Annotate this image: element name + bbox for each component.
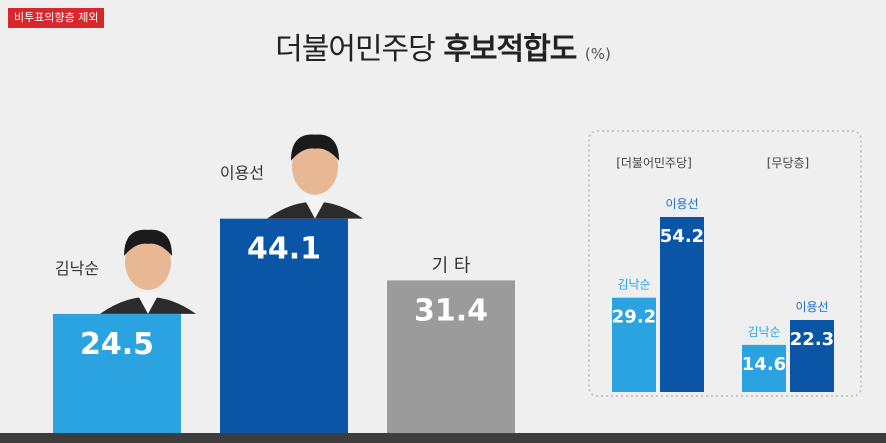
side-bar-value-2-2: 22.3 (790, 329, 834, 350)
bar-value-2: 44.1 (247, 232, 321, 267)
title-party: 더불어민주당 (275, 32, 436, 67)
side-bar-name-1-1: 김낙순 (617, 278, 650, 292)
bar-label-1: 김낙순 (55, 259, 99, 278)
side-bar-name-2-2: 이용선 (795, 300, 828, 314)
side-bar-name-1-2: 이용선 (665, 197, 698, 211)
candidate-photo-2 (267, 134, 363, 219)
bar-value-1: 24.5 (80, 327, 154, 362)
bar-label-2: 이용선 (220, 164, 264, 183)
title-bold: 후보적합도 (443, 32, 577, 67)
side-bar-2-2 (790, 319, 834, 392)
group-label-1: [더불어민주당] (616, 156, 692, 170)
side-bar-value-2-1: 14.6 (742, 354, 786, 375)
side-bar-name-2-1: 김낙순 (747, 325, 780, 339)
side-bar-value-1-2: 54.2 (660, 226, 704, 247)
filter-badge: 비투표의향층 제외 (8, 8, 105, 28)
bar-1 (53, 313, 181, 433)
side-bar-2-1 (742, 344, 786, 392)
side-bar-1-2 (660, 217, 704, 392)
chart-title: 더불어민주당 후보적합도 (%) (0, 24, 886, 68)
bar-3 (387, 280, 515, 433)
bar-label-3: 기 타 (432, 255, 471, 276)
side-bar-1-1 (612, 297, 656, 392)
bar-2 (220, 218, 348, 433)
candidate-photo-1 (100, 229, 196, 314)
title-unit: (%) (584, 45, 611, 63)
bar-value-3: 31.4 (414, 293, 488, 328)
bottom-strip (0, 433, 886, 443)
side-bar-value-1-1: 29.2 (612, 307, 656, 328)
group-label-2: [무당층] (767, 156, 809, 170)
